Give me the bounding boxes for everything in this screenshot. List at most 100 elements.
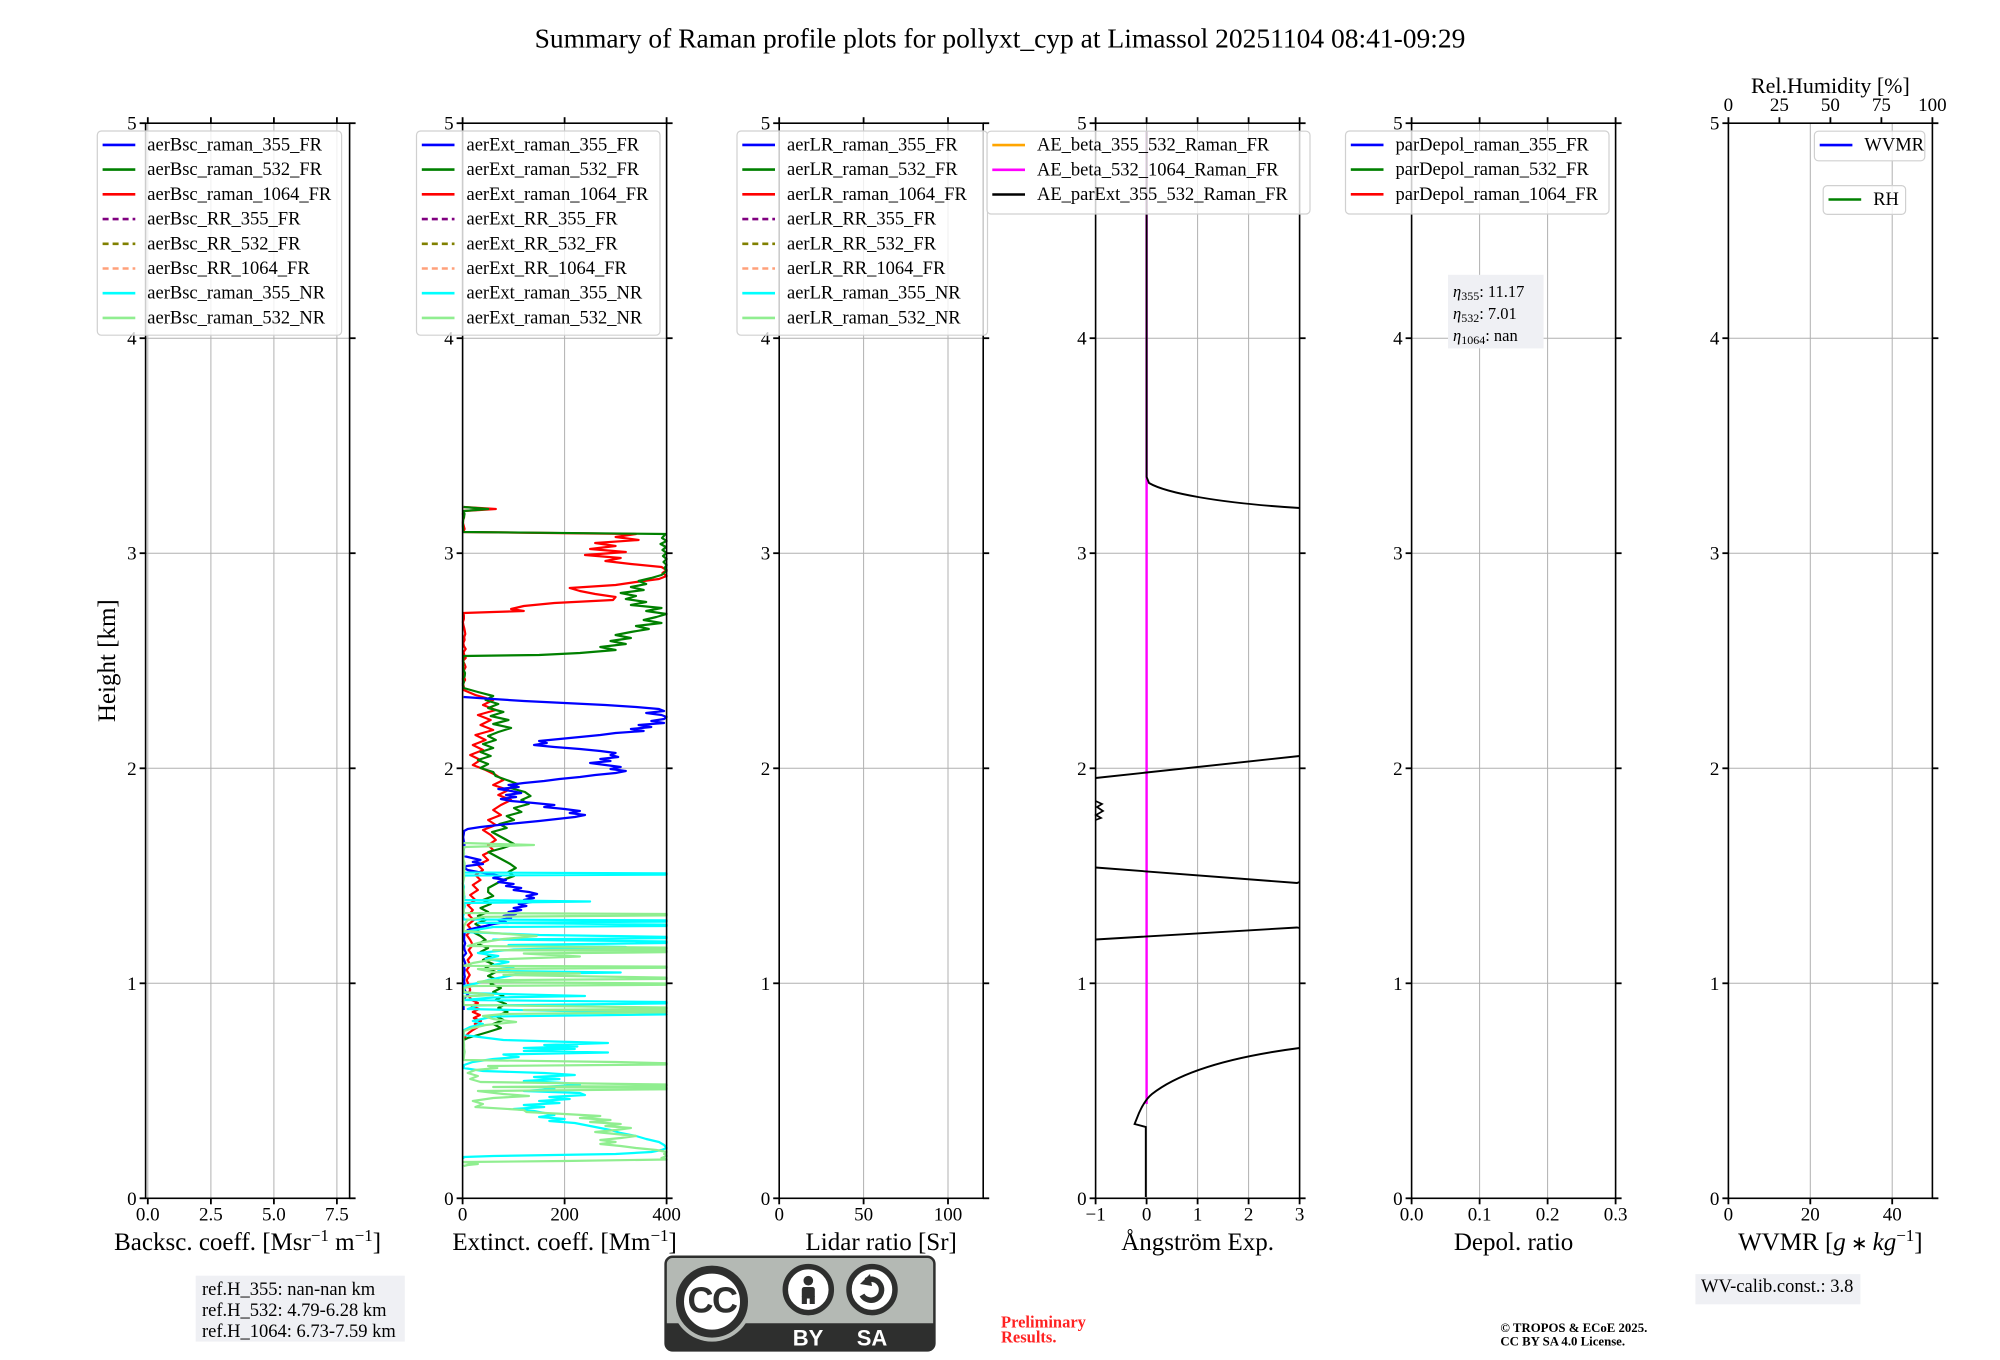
svg-text:η532: 7.01: η532: 7.01	[1453, 304, 1517, 325]
svg-text:aerExt_raman_532_NR: aerExt_raman_532_NR	[467, 308, 643, 328]
svg-text:400: 400	[652, 1205, 681, 1226]
svg-text:parDepol_raman_532_FR: parDepol_raman_532_FR	[1396, 160, 1590, 180]
svg-text:3: 3	[1393, 544, 1403, 565]
svg-text:75: 75	[1872, 95, 1891, 116]
svg-text:0: 0	[1724, 1205, 1734, 1226]
svg-text:aerExt_RR_532_FR: aerExt_RR_532_FR	[467, 234, 619, 254]
svg-text:3: 3	[1077, 544, 1087, 565]
svg-text:aerExt_raman_532_FR: aerExt_raman_532_FR	[467, 160, 640, 180]
svg-text:0.2: 0.2	[1536, 1205, 1560, 1226]
svg-text:aerBsc_raman_1064_FR: aerBsc_raman_1064_FR	[147, 185, 332, 205]
svg-text:AE_parExt_355_532_Raman_FR: AE_parExt_355_532_Raman_FR	[1037, 185, 1288, 205]
svg-text:4: 4	[1710, 329, 1720, 350]
svg-text:WV-calib.const.: 3.8: WV-calib.const.: 3.8	[1701, 1277, 1853, 1297]
svg-text:1: 1	[127, 974, 137, 995]
svg-text:3: 3	[1295, 1205, 1305, 1226]
svg-text:aerBsc_raman_355_NR: aerBsc_raman_355_NR	[147, 284, 325, 304]
svg-text:aerExt_RR_355_FR: aerExt_RR_355_FR	[467, 210, 619, 230]
svg-text:5.0: 5.0	[262, 1205, 286, 1226]
svg-text:η1064: nan: η1064: nan	[1453, 326, 1518, 347]
svg-text:Summary of Raman profile plots: Summary of Raman profile plots for polly…	[535, 23, 1466, 54]
svg-text:200: 200	[550, 1205, 579, 1226]
svg-text:BY: BY	[793, 1326, 824, 1351]
svg-text:0: 0	[127, 1189, 137, 1210]
svg-text:Ångström Exp.: Ångström Exp.	[1121, 1229, 1274, 1256]
svg-text:5: 5	[444, 114, 454, 135]
svg-text:WVMR [g ∗ kg−1]: WVMR [g ∗ kg−1]	[1738, 1226, 1922, 1256]
svg-text:aerBsc_raman_355_FR: aerBsc_raman_355_FR	[147, 135, 322, 155]
svg-text:ref.H_355: nan-nan km: ref.H_355: nan-nan km	[202, 1280, 376, 1300]
svg-text:0: 0	[458, 1205, 468, 1226]
svg-text:parDepol_raman_355_FR: parDepol_raman_355_FR	[1396, 135, 1590, 155]
svg-text:2: 2	[127, 759, 137, 780]
svg-text:WVMR: WVMR	[1864, 136, 1924, 156]
svg-text:2: 2	[1393, 759, 1403, 780]
svg-text:1: 1	[1393, 974, 1403, 995]
svg-text:0.1: 0.1	[1468, 1205, 1492, 1226]
svg-text:40: 40	[1883, 1205, 1902, 1226]
svg-text:4: 4	[761, 329, 771, 350]
svg-text:aerLR_raman_532_NR: aerLR_raman_532_NR	[787, 308, 961, 328]
svg-text:AE_beta_355_532_Raman_FR: AE_beta_355_532_Raman_FR	[1037, 136, 1270, 156]
svg-text:2: 2	[1077, 759, 1087, 780]
svg-text:3: 3	[761, 544, 771, 565]
svg-text:5: 5	[127, 114, 137, 135]
svg-text:Preliminary: Preliminary	[1001, 1312, 1087, 1331]
svg-text:Lidar ratio [Sr]: Lidar ratio [Sr]	[806, 1229, 957, 1256]
svg-text:0: 0	[774, 1205, 784, 1226]
svg-text:Height [km]: Height [km]	[94, 599, 121, 722]
svg-text:100: 100	[934, 1205, 963, 1226]
svg-text:aerLR_raman_355_NR: aerLR_raman_355_NR	[787, 284, 961, 304]
svg-text:1: 1	[1710, 974, 1720, 995]
svg-text:aerLR_raman_355_FR: aerLR_raman_355_FR	[787, 135, 958, 155]
svg-text:0: 0	[444, 1189, 454, 1210]
svg-text:1: 1	[761, 974, 771, 995]
svg-text:2.5: 2.5	[199, 1205, 223, 1226]
svg-text:aerBsc_RR_1064_FR: aerBsc_RR_1064_FR	[147, 259, 310, 279]
svg-text:1: 1	[1193, 1205, 1203, 1226]
svg-text:© TROPOS & ECoE 2025.: © TROPOS & ECoE 2025.	[1500, 1321, 1647, 1335]
svg-text:2: 2	[761, 759, 771, 780]
svg-text:SA: SA	[857, 1326, 888, 1351]
svg-text:CC: CC	[688, 1280, 738, 1321]
svg-text:3: 3	[127, 544, 137, 565]
svg-text:0: 0	[1393, 1189, 1403, 1210]
svg-text:0.0: 0.0	[136, 1205, 160, 1226]
svg-text:5: 5	[761, 114, 771, 135]
svg-text:4: 4	[1077, 329, 1087, 350]
svg-text:aerBsc_RR_355_FR: aerBsc_RR_355_FR	[147, 210, 301, 230]
svg-text:aerBsc_raman_532_NR: aerBsc_raman_532_NR	[147, 308, 325, 328]
svg-text:5: 5	[1077, 114, 1087, 135]
svg-text:2: 2	[444, 759, 454, 780]
svg-text:0: 0	[1724, 95, 1734, 116]
svg-text:CC BY SA 4.0 License.: CC BY SA 4.0 License.	[1500, 1335, 1625, 1349]
svg-text:RH: RH	[1873, 190, 1899, 210]
svg-text:AE_beta_532_1064_Raman_FR: AE_beta_532_1064_Raman_FR	[1037, 160, 1279, 180]
svg-text:−1: −1	[1085, 1205, 1105, 1226]
svg-text:50: 50	[1821, 95, 1840, 116]
svg-text:0.3: 0.3	[1604, 1205, 1628, 1226]
svg-text:Rel.Humidity [%]: Rel.Humidity [%]	[1751, 73, 1910, 98]
svg-text:aerExt_raman_355_NR: aerExt_raman_355_NR	[467, 284, 643, 304]
svg-text:3: 3	[444, 544, 454, 565]
svg-text:0: 0	[1077, 1189, 1087, 1210]
svg-text:0: 0	[1142, 1205, 1152, 1226]
svg-text:aerExt_raman_1064_FR: aerExt_raman_1064_FR	[467, 185, 650, 205]
svg-text:ref.H_1064: 6.73-7.59 km: ref.H_1064: 6.73-7.59 km	[202, 1322, 396, 1342]
svg-text:2: 2	[1710, 759, 1720, 780]
svg-text:Depol. ratio: Depol. ratio	[1454, 1229, 1573, 1256]
svg-text:4: 4	[444, 329, 454, 350]
svg-text:3: 3	[1710, 544, 1720, 565]
svg-text:1: 1	[1077, 974, 1087, 995]
svg-text:0.0: 0.0	[1400, 1205, 1424, 1226]
svg-text:Results.: Results.	[1001, 1328, 1056, 1347]
svg-text:aerLR_raman_532_FR: aerLR_raman_532_FR	[787, 160, 958, 180]
svg-text:aerBsc_raman_532_FR: aerBsc_raman_532_FR	[147, 160, 322, 180]
svg-text:aerLR_RR_355_FR: aerLR_RR_355_FR	[787, 210, 937, 230]
svg-text:ref.H_532: 4.79-6.28 km: ref.H_532: 4.79-6.28 km	[202, 1301, 387, 1321]
svg-text:25: 25	[1770, 95, 1789, 116]
svg-text:20: 20	[1801, 1205, 1820, 1226]
svg-text:100: 100	[1918, 95, 1947, 116]
svg-text:1: 1	[444, 974, 454, 995]
svg-text:aerLR_RR_532_FR: aerLR_RR_532_FR	[787, 234, 937, 254]
